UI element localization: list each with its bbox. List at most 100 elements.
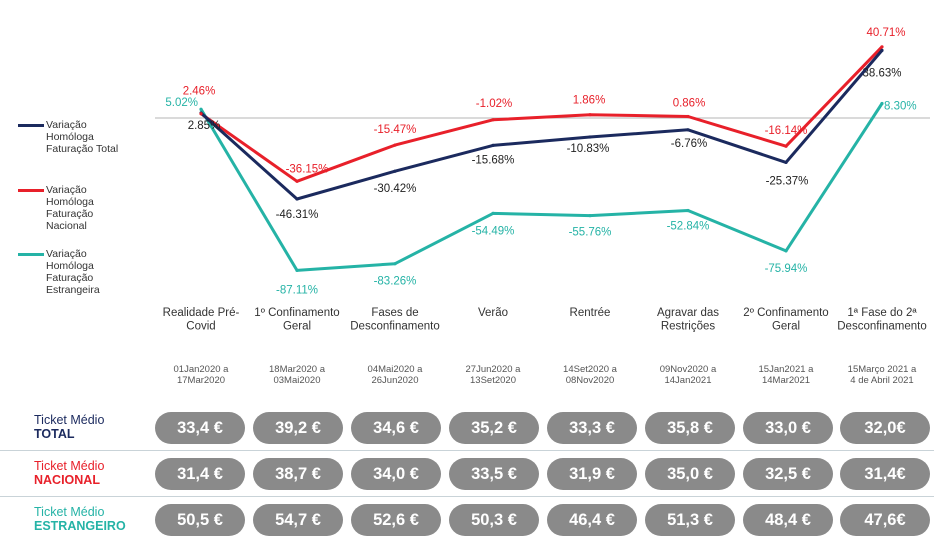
line-chart: 2.85% -46.31% -30.42% -15.68% -10.83% -6.76% -… [155,27,930,386]
ticket-value-pill: 33,5 € [449,458,539,490]
data-label-total-6: -6.76% [671,138,707,150]
ticket-value-pill: 39,2 € [253,412,343,444]
period-label: 09Nov2020 a 14Jan2021 [660,364,717,386]
category-label: Agravar das Restrições [657,307,719,333]
ticket-value-pill: 35,0 € [645,458,735,490]
ticket-value-pill: 34,0 € [351,458,441,490]
data-point-nacional-6 [686,114,690,119]
data-point-nacional-1 [199,112,203,116]
data-label-nacional-1: 2.46% [183,86,216,98]
data-label-total-4: -15.68% [472,154,515,166]
data-point-estrangeira-2 [295,268,299,272]
data-point-total-8 [880,48,884,53]
data-label-estrangeira-1: 5.02% [165,97,198,109]
ticket-value-pill: 34,6 € [351,412,441,444]
data-point-total-7 [784,160,788,164]
ticket-value-pill: 46,4 € [547,504,637,536]
data-label-nacional-8: 40.71% [866,27,905,39]
data-point-estrangeira-5 [588,214,592,218]
ticket-value-pill: 31,9 € [547,458,637,490]
data-point-total-4 [491,143,495,147]
data-label-nacional-7: -16.14% [765,125,808,137]
data-label-nacional-4: -1.02% [476,98,512,110]
data-label-total-5: -10.83% [567,143,610,155]
ticket-value-pill: 32,0€ [840,412,930,444]
row-divider [0,450,934,451]
ticket-row-nacional: Ticket Médio NACIONAL 31,4 €38,7 €34,0 €33… [0,452,934,496]
data-point-nacional-4 [491,118,495,122]
data-point-nacional-8 [880,45,884,49]
data-point-nacional-2 [295,179,299,183]
data-point-nacional-7 [784,144,788,148]
data-label-estrangeira-3: -83.26% [374,276,417,288]
data-label-estrangeira-8: 8.30% [884,101,917,113]
ticket-value-pill: 50,3 € [449,504,539,536]
ticket-value-pill: 33,0 € [743,412,833,444]
data-point-estrangeira-3 [393,262,397,266]
ticket-value-pill: 38,7 € [253,458,343,490]
ticket-label-sub: NACIONAL [34,473,100,487]
data-point-total-2 [295,197,299,201]
data-label-estrangeira-5: -55.76% [569,227,612,239]
ticket-value-pill: 32,5 € [743,458,833,490]
ticket-value-pill: 35,2 € [449,412,539,444]
ticket-label-sub: ESTRANGEIRO [34,519,126,533]
category-label: Verão [478,307,508,319]
data-label-total-3: -30.42% [374,183,417,195]
ticket-value-pill: 50,5 € [155,504,245,536]
ticket-value-pill: 31,4€ [840,458,930,490]
legend-swatch [18,189,44,192]
period-label: 14Set2020 a 08Nov2020 [563,364,618,386]
legend-label: Variação Homóloga Faturação Total [46,119,119,155]
category-label: 1ª Fase do 2ª Desconfinamento [837,307,927,333]
ticket-label-text: Ticket Médio [34,459,105,473]
ticket-label-sub: TOTAL [34,427,75,441]
category-label: Rentrée [570,307,611,319]
data-label-total-7: -25.37% [766,175,809,187]
ticket-row-label: Ticket Médio ESTRANGEIRO [34,505,154,533]
data-point-estrangeira-4 [491,211,495,215]
ticket-value-pill: 47,6€ [840,504,930,536]
data-label-total-1: 2.85% [188,120,221,132]
ticket-value-pill: 52,6 € [351,504,441,536]
category-label: Realidade Pré-Covid [163,307,240,333]
data-label-total-8: 38.63% [862,67,901,79]
period-label: 01Jan2020 a 17Mar2020 [174,364,230,386]
data-point-total-5 [588,135,592,139]
category-label: Fases de Desconfinamento [350,307,440,333]
data-label-estrangeira-7: -75.94% [765,263,808,275]
legend-label: Variação Homóloga Faturação Estrangeira [46,248,100,296]
data-label-estrangeira-4: -54.49% [472,225,515,237]
ticket-value-pill: 48,4 € [743,504,833,536]
ticket-value-pill: 51,3 € [645,504,735,536]
period-label: 04Mai2020 a 26Jun2020 [368,364,424,386]
data-label-total-2: -46.31% [276,209,319,221]
ticket-row-label: Ticket Médio TOTAL [34,413,154,441]
data-label-nacional-2: -36.15% [286,163,329,175]
data-point-estrangeira-6 [686,208,690,213]
series-line-total [199,49,884,201]
category-label: 2º Confinamento Geral [743,307,828,333]
series-line-estrangeira [199,102,884,272]
data-point-nacional-5 [588,113,592,117]
period-label: 15Jan2021 a 14Mar2021 [759,364,815,386]
ticket-value-pill: 33,4 € [155,412,245,444]
data-label-nacional-3: -15.47% [374,124,417,136]
data-label-nacional-5: 1.86% [573,95,606,107]
data-label-estrangeira-2: -87.11% [276,284,318,296]
legend-swatch [18,124,44,127]
data-point-estrangeira-7 [784,249,788,253]
category-label: 1º Confinamento Geral [254,307,339,333]
ticket-label-text: Ticket Médio [34,505,105,519]
ticket-row-estrangeiro: Ticket Médio ESTRANGEIRO 50,5 €54,7 €52,6 … [0,498,934,542]
ticket-label-text: Ticket Médio [34,413,105,427]
ticket-row-total: Ticket Médio TOTAL 33,4 €39,2 €34,6 €35,2 … [0,406,934,450]
ticket-value-pill: 31,4 € [155,458,245,490]
row-divider [0,496,934,497]
data-point-total-6 [686,128,690,132]
data-point-estrangeira-1 [199,107,203,111]
series-line-nacional [200,45,884,183]
legend-label: Variação Homóloga Faturação Nacional [46,184,94,232]
period-label: 18Mar2020 a 03Mai2020 [269,364,326,386]
